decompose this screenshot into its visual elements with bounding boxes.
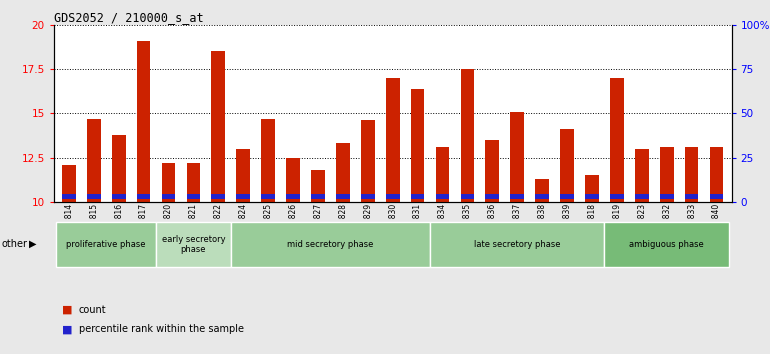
Bar [386,78,400,202]
Bar [430,222,604,267]
Bar [336,194,350,199]
Bar [604,222,729,267]
Bar [535,179,549,202]
Bar [585,194,599,199]
Bar [710,147,723,202]
Text: ambiguous phase: ambiguous phase [629,240,704,249]
Text: percentile rank within the sample: percentile rank within the sample [79,324,243,334]
Bar [460,69,474,202]
Bar [311,170,325,202]
Bar [212,51,225,202]
Bar [236,149,250,202]
Bar [137,41,150,202]
Bar [561,129,574,202]
Text: mid secretory phase: mid secretory phase [287,240,373,249]
Text: proliferative phase: proliferative phase [66,240,146,249]
Bar [361,194,375,199]
Text: ■: ■ [62,305,72,315]
Bar [511,194,524,199]
Bar [112,194,126,199]
Bar [561,194,574,199]
Bar [162,194,176,199]
Bar [486,194,499,199]
Bar [610,194,624,199]
Bar [137,194,150,199]
Text: count: count [79,305,106,315]
Bar [635,149,648,202]
Bar [585,175,599,202]
Bar [62,194,75,199]
Bar [286,194,300,199]
Bar [660,147,674,202]
Bar [535,194,549,199]
Bar [410,194,424,199]
Text: other: other [2,239,28,249]
Text: ▶: ▶ [29,239,37,249]
Bar [156,222,231,267]
Bar [460,194,474,199]
Bar [162,163,176,202]
Bar [186,194,200,199]
Bar [660,194,674,199]
Bar [511,112,524,202]
Bar [311,194,325,199]
Text: early secretory
phase: early secretory phase [162,235,225,254]
Bar [710,194,723,199]
Bar [62,165,75,202]
Bar [336,143,350,202]
Bar [212,194,225,199]
Bar [635,194,648,199]
Bar [261,119,275,202]
Bar [386,194,400,199]
Bar [610,78,624,202]
Bar [236,194,250,199]
Bar [486,140,499,202]
Bar [112,135,126,202]
Bar [436,147,450,202]
Bar [231,222,430,267]
Bar [410,88,424,202]
Bar [685,194,698,199]
Bar [186,163,200,202]
Text: late secretory phase: late secretory phase [474,240,561,249]
Bar [436,194,450,199]
Bar [87,119,101,202]
Bar [87,194,101,199]
Bar [261,194,275,199]
Bar [361,120,375,202]
Bar [56,222,156,267]
Text: GDS2052 / 210000_s_at: GDS2052 / 210000_s_at [54,11,203,24]
Bar [286,158,300,202]
Text: ■: ■ [62,324,72,334]
Bar [685,147,698,202]
